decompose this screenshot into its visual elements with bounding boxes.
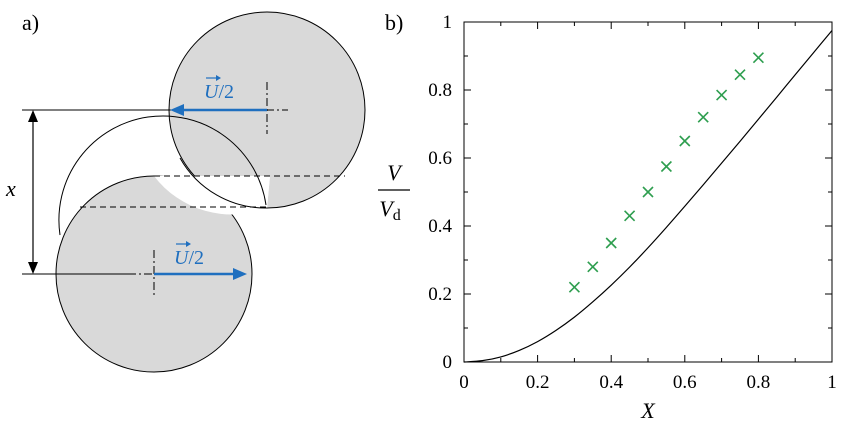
data-point-marker xyxy=(605,237,617,249)
y-label-subscript: d xyxy=(393,207,401,224)
upper-velocity-label: U/2 xyxy=(204,75,234,103)
lower-velocity-label: U/2 xyxy=(174,241,204,269)
diagram: x U/2 U/2 xyxy=(5,11,366,373)
lower-velocity-arrowhead xyxy=(233,268,247,280)
data-point-marker xyxy=(752,52,764,64)
data-point-marker xyxy=(568,281,580,293)
y-label-numerator: V xyxy=(387,160,403,185)
y-tick-label: 0 xyxy=(443,352,453,373)
x-axis-label: X xyxy=(640,398,656,423)
dimension-arrowhead-bottom xyxy=(28,262,38,274)
upper-velocity-symbol: U xyxy=(204,81,220,103)
displacement-label: x xyxy=(5,176,16,201)
x-tick-label: 1 xyxy=(827,372,837,393)
data-point-marker xyxy=(697,111,709,123)
svg-text:U/2: U/2 xyxy=(204,81,234,103)
upper-velocity-suffix: /2 xyxy=(218,81,234,103)
panel-a-label: a) xyxy=(22,10,39,35)
data-point-marker xyxy=(716,89,728,101)
x-tick-label: 0.2 xyxy=(526,372,550,393)
data-point-marker xyxy=(642,186,654,198)
chart: 0 0.2 0.4 0.6 0.8 1 0 0.2 0.4 0.6 0.8 1 X V Vd xyxy=(378,12,837,423)
x-tick-label: 0.6 xyxy=(673,372,697,393)
y-label-denominator: Vd xyxy=(379,196,400,224)
overlap-lens-2 xyxy=(154,175,270,224)
x-tick-label: 0.8 xyxy=(747,372,771,393)
lower-velocity-symbol: U xyxy=(174,247,190,269)
panel-b-label: b) xyxy=(385,10,403,35)
x-tick-label: 0 xyxy=(459,372,469,393)
y-label-denominator-main: V xyxy=(379,196,395,221)
y-ticks: 0 0.2 0.4 0.6 0.8 1 xyxy=(428,12,832,373)
svg-text:U/2: U/2 xyxy=(174,247,204,269)
y-tick-label: 0.6 xyxy=(428,148,452,169)
dimension-arrowhead-top xyxy=(28,110,38,122)
y-tick-label: 0.8 xyxy=(428,80,452,101)
data-point-marker xyxy=(587,261,599,273)
y-axis-label: V Vd xyxy=(378,160,410,224)
lower-velocity-suffix: /2 xyxy=(188,247,204,269)
y-tick-label: 0.2 xyxy=(428,284,452,305)
y-tick-label: 0.4 xyxy=(428,216,452,237)
data-point-marker xyxy=(660,160,672,173)
data-point-marker xyxy=(734,69,746,81)
lower-circle-arc xyxy=(58,115,267,236)
x-ticks: 0 0.2 0.4 0.6 0.8 1 xyxy=(459,22,837,393)
upper-velocity-arrowhead xyxy=(170,104,184,116)
upper-vector-accent-head xyxy=(216,75,221,81)
data-point-marker xyxy=(679,135,691,147)
series-layer xyxy=(463,30,833,363)
y-tick-label: 1 xyxy=(443,12,453,33)
model-curve xyxy=(463,30,833,363)
data-point-marker xyxy=(624,210,636,222)
lower-vector-accent-head xyxy=(186,241,191,247)
x-tick-label: 0.4 xyxy=(599,372,623,393)
